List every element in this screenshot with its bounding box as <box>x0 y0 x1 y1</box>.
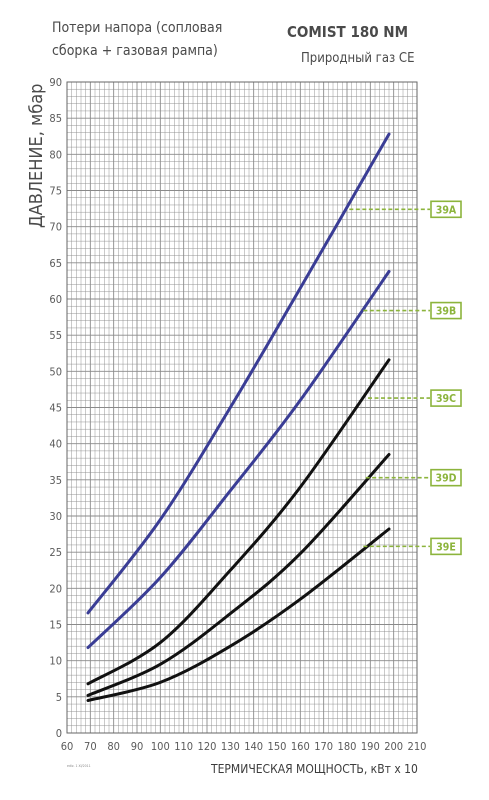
marker-label-39a: 39A <box>436 204 457 216</box>
plot-frame <box>66 81 418 734</box>
y-tick-label: 70 <box>49 221 62 234</box>
x-tick-label: 180 <box>338 740 357 753</box>
note-line-1: Потери напора (сопловая <box>52 20 222 36</box>
x-tick-label: 90 <box>131 740 144 753</box>
y-tick-label: 15 <box>49 619 62 632</box>
tick-labels: 60 70 80 90 100 110 120 130 140 150 160 170 180 190 20… <box>49 76 426 753</box>
y-tick-label: 55 <box>49 329 62 342</box>
y-tick-label: 20 <box>49 582 62 595</box>
series-line-39a <box>86 132 391 615</box>
curve-markers: 39A 39B 39C 39D 39E <box>349 200 462 556</box>
edition-note: ediz. 1 ХІ/2011 <box>67 764 91 768</box>
marker-label-39d: 39D <box>436 473 457 485</box>
y-tick-label: 0 <box>56 727 62 740</box>
marker-box-39e <box>430 537 462 556</box>
y-tick-label: 30 <box>49 510 62 523</box>
marker-box-39a <box>430 200 462 219</box>
y-tick-label: 45 <box>49 402 62 415</box>
x-tick-label: 160 <box>291 740 310 753</box>
chart-title: COMIST 180 NM <box>287 23 408 41</box>
x-tick-label: 140 <box>244 740 263 753</box>
marker-box-39b <box>430 301 462 320</box>
y-tick-label: 65 <box>49 257 62 270</box>
x-tick-label: 170 <box>314 740 333 753</box>
x-tick-label: 100 <box>151 740 170 753</box>
grid <box>66 81 418 734</box>
y-tick-label: 90 <box>49 76 62 89</box>
series-lines <box>86 132 391 702</box>
y-tick-label: 80 <box>49 148 62 161</box>
x-tick-label: 150 <box>268 740 287 753</box>
marker-label-39e: 39E <box>436 541 456 553</box>
y-tick-label: 85 <box>49 112 62 125</box>
x-tick-label: 130 <box>221 740 240 753</box>
marker-label-39b: 39B <box>436 306 456 318</box>
x-tick-label: 210 <box>408 740 427 753</box>
y-axis-label: ДАВЛЕНИЕ, мбар <box>26 84 47 228</box>
x-tick-label: 200 <box>384 740 403 753</box>
y-tick-label: 5 <box>56 691 62 704</box>
y-tick-label: 10 <box>49 655 62 668</box>
x-tick-label: 190 <box>361 740 380 753</box>
x-tick-label: 80 <box>107 740 120 753</box>
series-line-39b <box>86 270 391 650</box>
series-line-39e <box>86 527 391 702</box>
marker-label-39c: 39C <box>436 393 456 405</box>
y-tick-label: 60 <box>49 293 62 306</box>
y-tick-label: 75 <box>49 185 62 198</box>
y-tick-label: 35 <box>49 474 62 487</box>
note-line-2: сборка + газовая рампа) <box>52 43 218 59</box>
y-tick-label: 50 <box>49 365 62 378</box>
series-line-39d <box>86 453 391 697</box>
x-tick-label: 70 <box>84 740 97 753</box>
x-tick-label: 120 <box>198 740 217 753</box>
x-tick-label: 60 <box>61 740 74 753</box>
y-tick-label: 40 <box>49 438 62 451</box>
series-line-39c <box>86 358 391 686</box>
x-tick-label: 110 <box>174 740 193 753</box>
y-tick-label: 25 <box>49 546 62 559</box>
marker-box-39c <box>430 389 462 407</box>
x-axis-label: ТЕРМИЧЕСКАЯ МОЩНОСТЬ, кВт х 10 <box>210 762 418 776</box>
marker-box-39d <box>430 468 462 487</box>
chart-subtitle: Природный газ CE <box>301 51 415 66</box>
